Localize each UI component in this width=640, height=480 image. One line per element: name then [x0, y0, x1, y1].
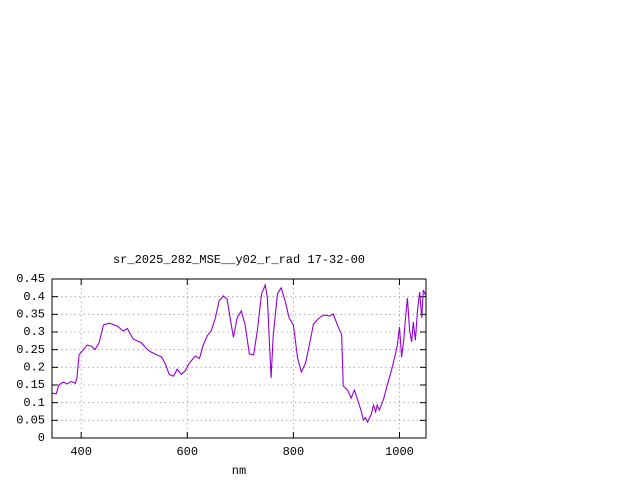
y-tick-label: 0.35: [16, 308, 45, 322]
plot-border: [51, 278, 427, 439]
x-tick-label: 1000: [385, 445, 414, 459]
x-tick-label: 400: [70, 445, 92, 459]
y-tick-label: 0.45: [16, 272, 45, 286]
y-tick-label: 0.4: [23, 290, 45, 304]
y-tick-label: 0.2: [23, 361, 45, 375]
y-tick-label: 0.15: [16, 378, 45, 392]
y-tick-label: 0: [38, 431, 45, 445]
chart-title: sr_2025_282_MSE__y02_r_rad 17-32-00: [113, 253, 365, 267]
y-tick-label: 0.3: [23, 325, 45, 339]
x-tick-label: 800: [283, 445, 305, 459]
y-tick-label: 0.1: [23, 396, 45, 410]
data-line: [51, 283, 426, 424]
y-tick-label: 0.05: [16, 414, 45, 428]
y-tick-label: 0.25: [16, 343, 45, 357]
x-tick-label: 600: [176, 445, 198, 459]
x-axis-label: nm: [232, 464, 246, 478]
